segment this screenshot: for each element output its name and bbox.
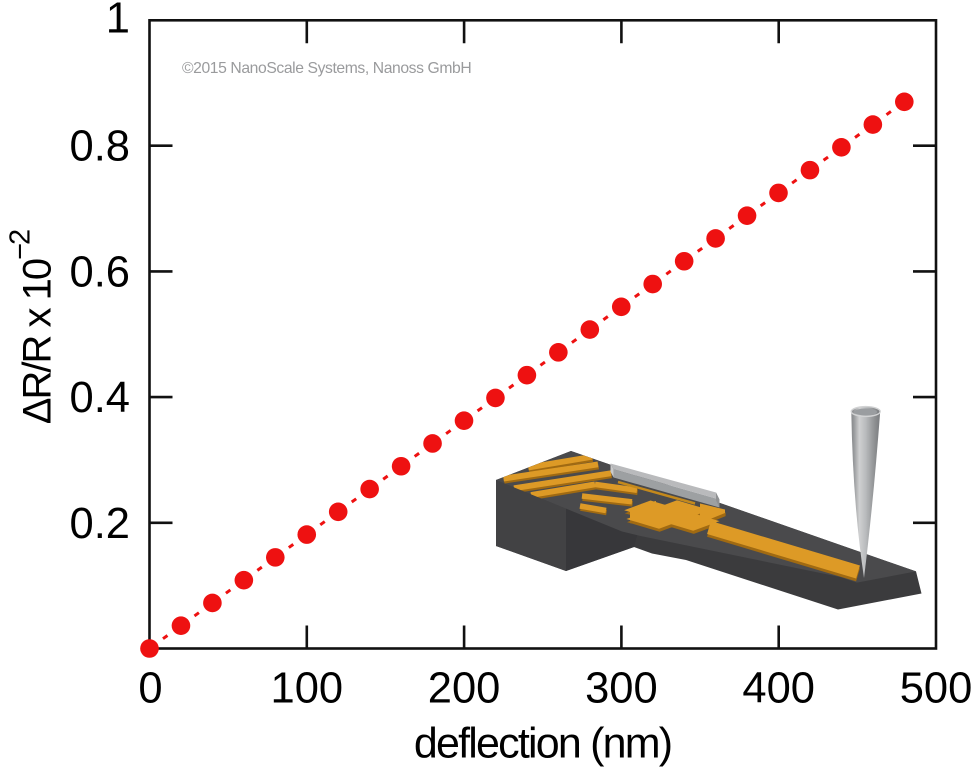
svg-text:deflection (nm): deflection (nm)	[414, 720, 671, 768]
svg-text:0: 0	[138, 665, 162, 713]
svg-text:0.6: 0.6	[70, 248, 130, 296]
svg-text:400: 400	[742, 665, 815, 713]
svg-text:500: 500	[900, 665, 973, 713]
svg-text:0.8: 0.8	[70, 123, 130, 171]
svg-text:200: 200	[428, 665, 501, 713]
svg-text:300: 300	[585, 665, 658, 713]
svg-text:1: 1	[106, 0, 130, 43]
svg-text:0.2: 0.2	[70, 500, 130, 548]
svg-text:©2015 NanoScale Systems, Nanos: ©2015 NanoScale Systems, Nanoss GmbH	[182, 60, 471, 77]
svg-text:100: 100	[271, 665, 344, 713]
svg-text:0.4: 0.4	[70, 374, 130, 422]
